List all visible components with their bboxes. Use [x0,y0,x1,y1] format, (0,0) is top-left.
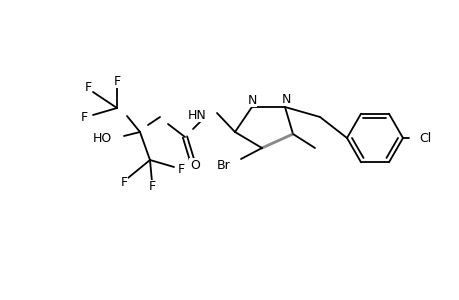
Text: HN: HN [188,109,207,122]
Text: F: F [84,80,91,94]
Text: F: F [178,163,185,176]
Text: Cl: Cl [418,131,431,145]
Text: F: F [113,74,120,88]
Text: N: N [281,92,290,106]
Text: O: O [190,158,200,172]
Text: Br: Br [217,158,230,172]
Text: F: F [81,110,88,124]
Text: F: F [120,176,127,188]
Text: F: F [148,181,155,194]
Text: N: N [247,94,256,106]
Text: HO: HO [93,131,112,145]
